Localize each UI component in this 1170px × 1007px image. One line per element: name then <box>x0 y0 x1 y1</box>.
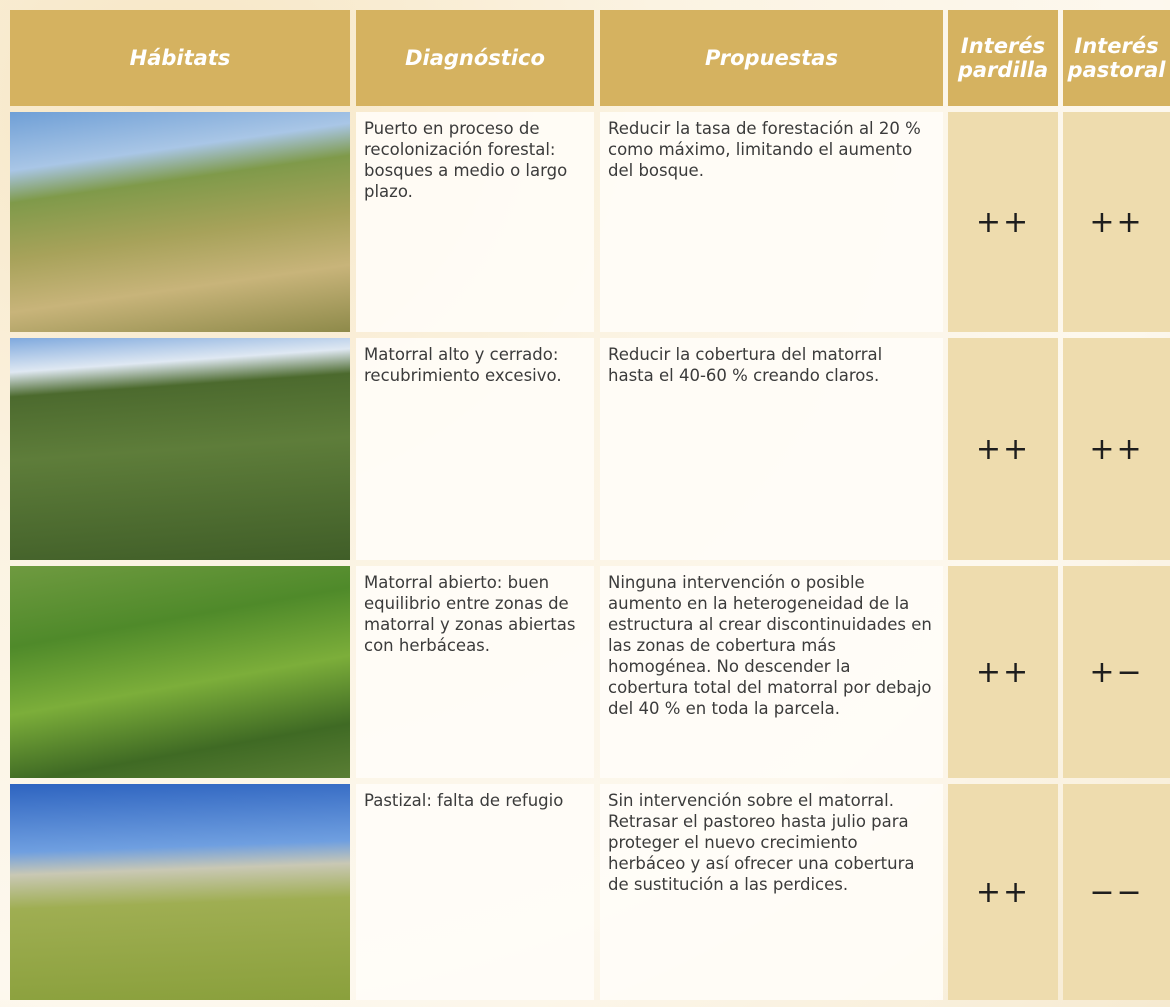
interest-cell: ++ <box>948 784 1058 1000</box>
diagnosis-cell: Matorral alto y cerrado: recubrimiento e… <box>356 338 594 560</box>
proposal-cell: Sin intervención sobre el matorral. Retr… <box>600 784 943 1000</box>
column-header: Propuestas <box>600 10 943 106</box>
proposal-cell: Reducir la tasa de forestación al 20 % c… <box>600 112 943 332</box>
interest-cell: +− <box>1063 566 1170 778</box>
proposal-cell: Ninguna intervención o posible aumento e… <box>600 566 943 778</box>
proposal-cell: Reducir la cobertura del matorral hasta … <box>600 338 943 560</box>
habitat-photo <box>10 566 350 778</box>
habitat-photo <box>10 112 350 332</box>
habitat-photo <box>10 784 350 1000</box>
interest-cell: −− <box>1063 784 1170 1000</box>
interest-cell: ++ <box>1063 338 1170 560</box>
column-header: Hábitats <box>10 10 350 106</box>
diagnosis-cell: Matorral abierto: buen equilibrio entre … <box>356 566 594 778</box>
diagnosis-cell: Puerto en proceso de recolonización fore… <box>356 112 594 332</box>
interest-cell: ++ <box>948 566 1058 778</box>
column-header: Interés pardilla <box>948 10 1058 106</box>
column-header: Diagnóstico <box>356 10 594 106</box>
interest-cell: ++ <box>948 112 1058 332</box>
habitat-photo <box>10 338 350 560</box>
diagnosis-cell: Pastizal: falta de refugio <box>356 784 594 1000</box>
interest-cell: ++ <box>948 338 1058 560</box>
interest-cell: ++ <box>1063 112 1170 332</box>
column-header: Interés pastoral <box>1063 10 1170 106</box>
